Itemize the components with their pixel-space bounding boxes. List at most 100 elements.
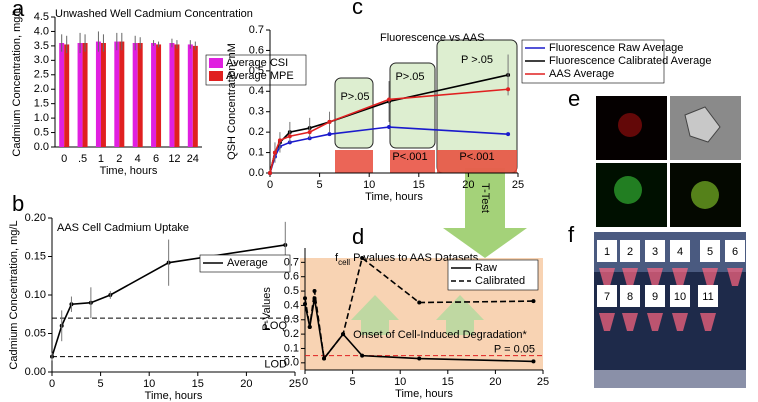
legend-label: Fluorescence Calibrated Average [549,55,711,67]
x-tick-label: 4 [135,153,141,165]
bar [114,41,120,147]
point [531,299,536,304]
y-tick-label: 0.5 [284,285,299,297]
y-tick-label: 3.0 [34,54,49,66]
bar [169,43,175,147]
y-tick-label: 0.15 [25,250,46,262]
legend-box [199,254,291,273]
bar [132,43,138,147]
y-tick-label: 0.05 [25,327,46,339]
significance-box [389,62,436,149]
x-tick-label: 15 [413,179,425,191]
y-tick-label: 0.5 [34,126,49,138]
reference-label: LOQ [264,320,288,332]
y-tick-label: 0.6 [284,271,299,283]
y-tick-label: 0.3 [249,106,264,118]
y-axis-label: Cadmium Concentration, mg/L [11,7,23,156]
x-tick-label: 1 [98,153,104,165]
up-arrow [351,295,399,335]
y-tick-label: 4.0 [34,25,49,37]
bar [174,44,180,147]
point [303,296,307,301]
y-tick-label: 0.7 [249,24,264,36]
y-axis-label: QSH Concentration, nM [226,43,238,160]
bar [187,44,193,147]
well-label-box [670,240,690,262]
point [268,171,272,175]
legend-label: Raw [475,262,497,274]
x-tick-label: 0 [61,153,67,165]
x-tick-label: 5 [350,376,356,388]
well-label: 7 [604,291,610,303]
well-glow [702,268,718,286]
point [322,356,327,361]
legend-swatch [209,71,223,81]
x-tick-label: 15 [442,376,454,388]
bar [59,43,65,147]
x-tick-label: 5 [317,179,323,191]
y-tick-label: 0.1 [249,146,264,158]
chart-title: fcell P values to AAS Datasets [335,252,479,267]
x-tick-label: 20 [489,376,501,388]
panel-label: c [352,0,363,19]
y-tick-label: 0.0 [34,141,49,153]
bar [77,43,83,147]
x-tick-label: 25 [289,378,301,390]
well-label-box [620,285,640,307]
x-tick-label: 12 [168,153,180,165]
legend-label: Fluorescence Raw Average [549,42,683,54]
y-tick-label: 0.7 [284,256,299,268]
panel-label: b [12,191,24,216]
y-tick-label: 0.00 [25,366,46,378]
annotation: P<.001 [459,151,494,163]
significance-box-lower [437,150,517,173]
legend-label: Calibrated [475,275,525,287]
chart-title: Fluorescence vs AAS [380,32,485,44]
well-label: 10 [674,291,686,303]
x-axis-label: Time, hours [395,388,453,400]
point [387,125,392,130]
well-label: 8 [627,291,633,303]
well-glow [599,268,615,286]
y-tick-label: 0.20 [25,212,46,224]
y-tick-label: 0.6 [249,44,264,56]
point [272,150,277,155]
significance-box-lower [335,150,373,173]
annotation: P >.05 [461,54,493,66]
y-tick-label: 0.1 [284,342,299,354]
y-tick-label: 0.4 [249,85,264,97]
y-tick-label: 4.5 [34,11,49,23]
title-part: cell [338,258,350,267]
title-part: f [335,252,339,264]
legend-swatch [209,58,223,68]
well-glow [647,268,663,286]
line [304,256,534,361]
point [417,356,422,361]
well-label-box [698,285,718,307]
annotation: P>.05 [340,91,369,103]
point [417,300,422,305]
x-tick-label: .5 [78,153,87,165]
well-glow [622,268,638,286]
well-glow [672,268,688,286]
y-axis-label: P-Values [261,287,273,331]
x-tick-label: 10 [363,179,375,191]
well-label: 5 [707,246,713,258]
point [307,130,312,135]
panel-label: e [568,86,580,111]
y-tick-label: 0.5 [249,65,264,77]
bar [192,45,198,148]
t-test-arrow [443,168,527,258]
y-tick-label: 3.5 [34,40,49,52]
well-glow [622,313,638,331]
x-tick-label: 6 [153,153,159,165]
well-label: 3 [652,246,658,258]
point [531,359,536,364]
panel-label: f [568,222,575,247]
legend-label: AAS Average [549,68,614,80]
x-axis-label: Time, hours [145,390,203,402]
well-label-box [597,285,617,307]
well-plate-image [594,232,746,388]
y-tick-label: 2.0 [34,83,49,95]
